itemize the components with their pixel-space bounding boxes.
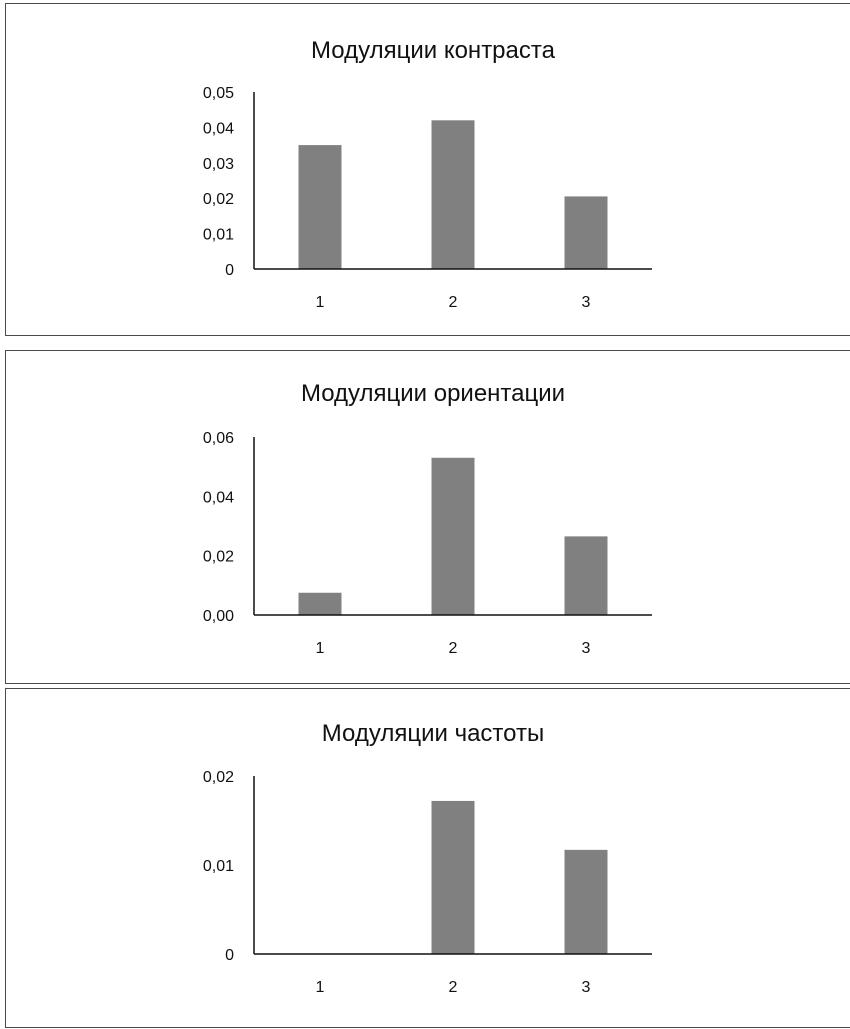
y-tick-label: 0,02 <box>203 549 234 566</box>
bar-2 <box>431 120 475 269</box>
chart-title: Модуляции ориентации <box>301 380 565 407</box>
x-tick-label: 1 <box>316 979 325 996</box>
bar-2 <box>431 457 475 615</box>
y-tick-label: 0,01 <box>203 227 234 244</box>
x-tick-label: 1 <box>316 294 325 311</box>
y-tick-label: 0,02 <box>203 191 234 208</box>
y-tick-label: 0,00 <box>203 608 234 625</box>
bar-1 <box>298 592 342 615</box>
bar-3 <box>564 536 608 615</box>
x-tick-label: 2 <box>449 640 458 657</box>
bar-3 <box>564 849 608 954</box>
orientation-bar-chart: Модуляции ориентации 0,00 0,02 0,04 0,06 1 2 3 <box>203 380 652 657</box>
y-tick-label: 0,06 <box>203 430 234 447</box>
y-tick-label: 0,01 <box>203 858 234 875</box>
contrast-bar-chart: Модуляции контраста 0 0,01 0,02 0,03 0,04 0,05… <box>203 37 652 311</box>
x-tick-label: 1 <box>316 640 325 657</box>
frequency-chart-panel: Модуляции частоты 0 0,01 0,02 1 2 3 <box>5 688 850 1028</box>
x-tick-label: 3 <box>582 294 591 311</box>
x-tick-label: 3 <box>582 979 591 996</box>
y-tick-label: 0,04 <box>203 120 234 137</box>
y-tick-label: 0,04 <box>203 489 234 506</box>
bar-3 <box>564 196 608 269</box>
contrast-chart-panel: Модуляции контраста 0 0,01 0,02 0,03 0,04 0,05… <box>5 3 850 336</box>
x-tick-label: 3 <box>582 640 591 657</box>
y-tick-label: 0 <box>225 947 234 964</box>
y-tick-label: 0,02 <box>203 769 234 786</box>
x-tick-label: 2 <box>449 979 458 996</box>
y-tick-label: 0,03 <box>203 156 234 173</box>
bar-2 <box>431 800 475 954</box>
chart-title: Модуляции частоты <box>322 720 544 747</box>
y-tick-label: 0 <box>225 262 234 279</box>
chart-title: Модуляции контраста <box>311 37 556 64</box>
x-tick-label: 2 <box>449 294 458 311</box>
frequency-bar-chart: Модуляции частоты 0 0,01 0,02 1 2 3 <box>203 720 652 996</box>
orientation-chart-panel: Модуляции ориентации 0,00 0,02 0,04 0,06 1 2 3 <box>5 350 850 684</box>
y-tick-label: 0,05 <box>203 85 234 102</box>
bar-1 <box>298 145 342 269</box>
